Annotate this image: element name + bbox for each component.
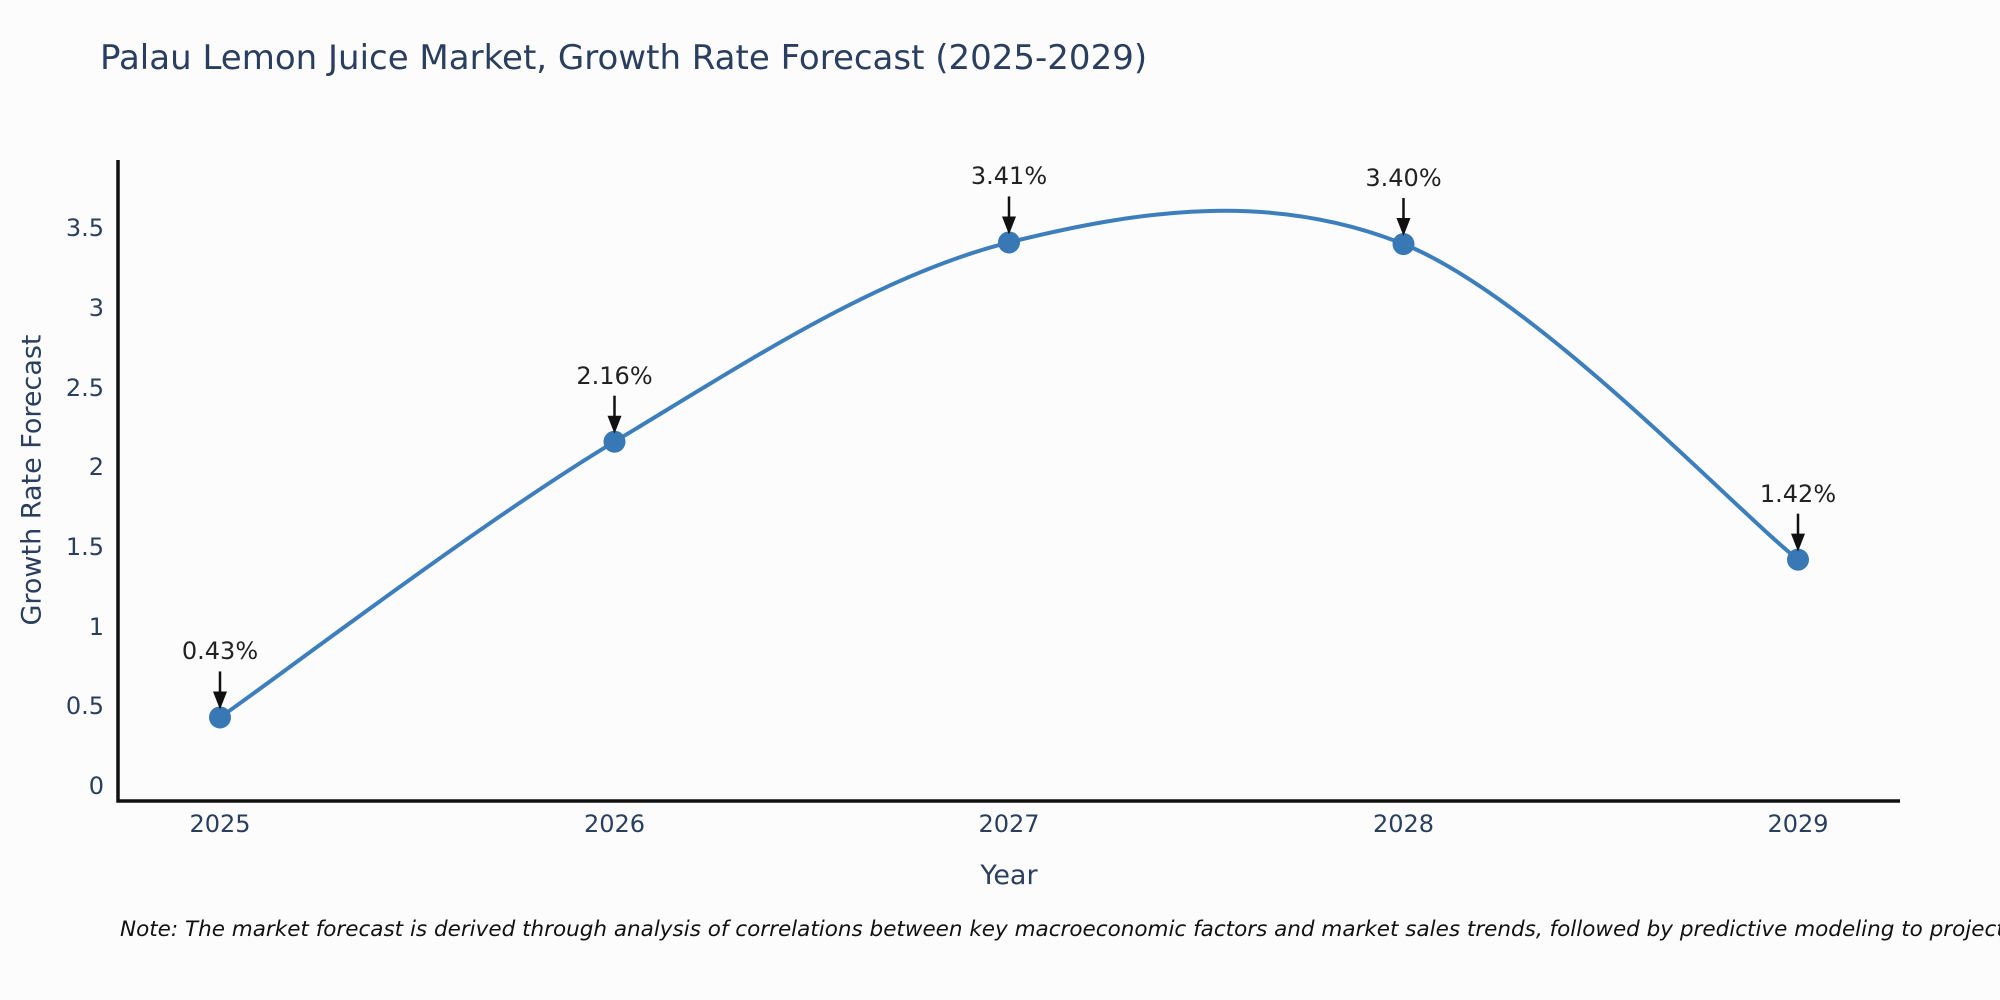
- y-tick-label: 0: [88, 772, 104, 800]
- y-tick-label: 3: [88, 293, 104, 322]
- axis-spines: [116, 160, 1900, 803]
- annotation-arrowhead: [1002, 216, 1016, 235]
- point-value-label: 3.41%: [970, 162, 1048, 191]
- point-value-label: 3.40%: [1365, 164, 1442, 193]
- x-axis-title: Year: [980, 860, 1038, 891]
- y-tick-label: 2.5: [65, 373, 104, 402]
- data-point-marker-2028: [1392, 233, 1415, 256]
- y-tick-label: 1.5: [65, 532, 104, 561]
- y-tick-label: 1: [88, 612, 104, 641]
- x-tick-label: 2027: [978, 810, 1040, 838]
- data-point-marker-2029: [1787, 548, 1809, 571]
- point-value-label: 0.43%: [181, 637, 259, 666]
- annotation-arrowhead: [1396, 218, 1411, 237]
- forecast-spline-line: [218, 208, 1800, 720]
- y-tick-label: 0.5: [65, 692, 104, 721]
- chart-title: Palau Lemon Juice Market, Growth Rate Fo…: [100, 38, 1148, 78]
- x-tick-label: 2026: [583, 810, 646, 838]
- annotation-arrowhead: [1791, 533, 1805, 552]
- point-value-label: 2.16%: [576, 361, 653, 390]
- y-tick-label: 3.5: [65, 214, 104, 243]
- y-tick-label: 2: [88, 453, 104, 482]
- x-tick-label: 2025: [189, 810, 251, 838]
- x-tick-label: 2028: [1372, 810, 1435, 838]
- data-point-marker-2027: [998, 231, 1020, 254]
- annotation-arrowhead: [213, 691, 227, 710]
- x-tick-label: 2029: [1767, 810, 1829, 838]
- data-point-marker-2026: [603, 430, 626, 453]
- footnote: Note: The market forecast is derived thr…: [120, 917, 2000, 942]
- annotation-arrowhead: [607, 415, 622, 434]
- data-point-marker-2025: [209, 706, 231, 729]
- point-value-label: 1.42%: [1759, 479, 1837, 508]
